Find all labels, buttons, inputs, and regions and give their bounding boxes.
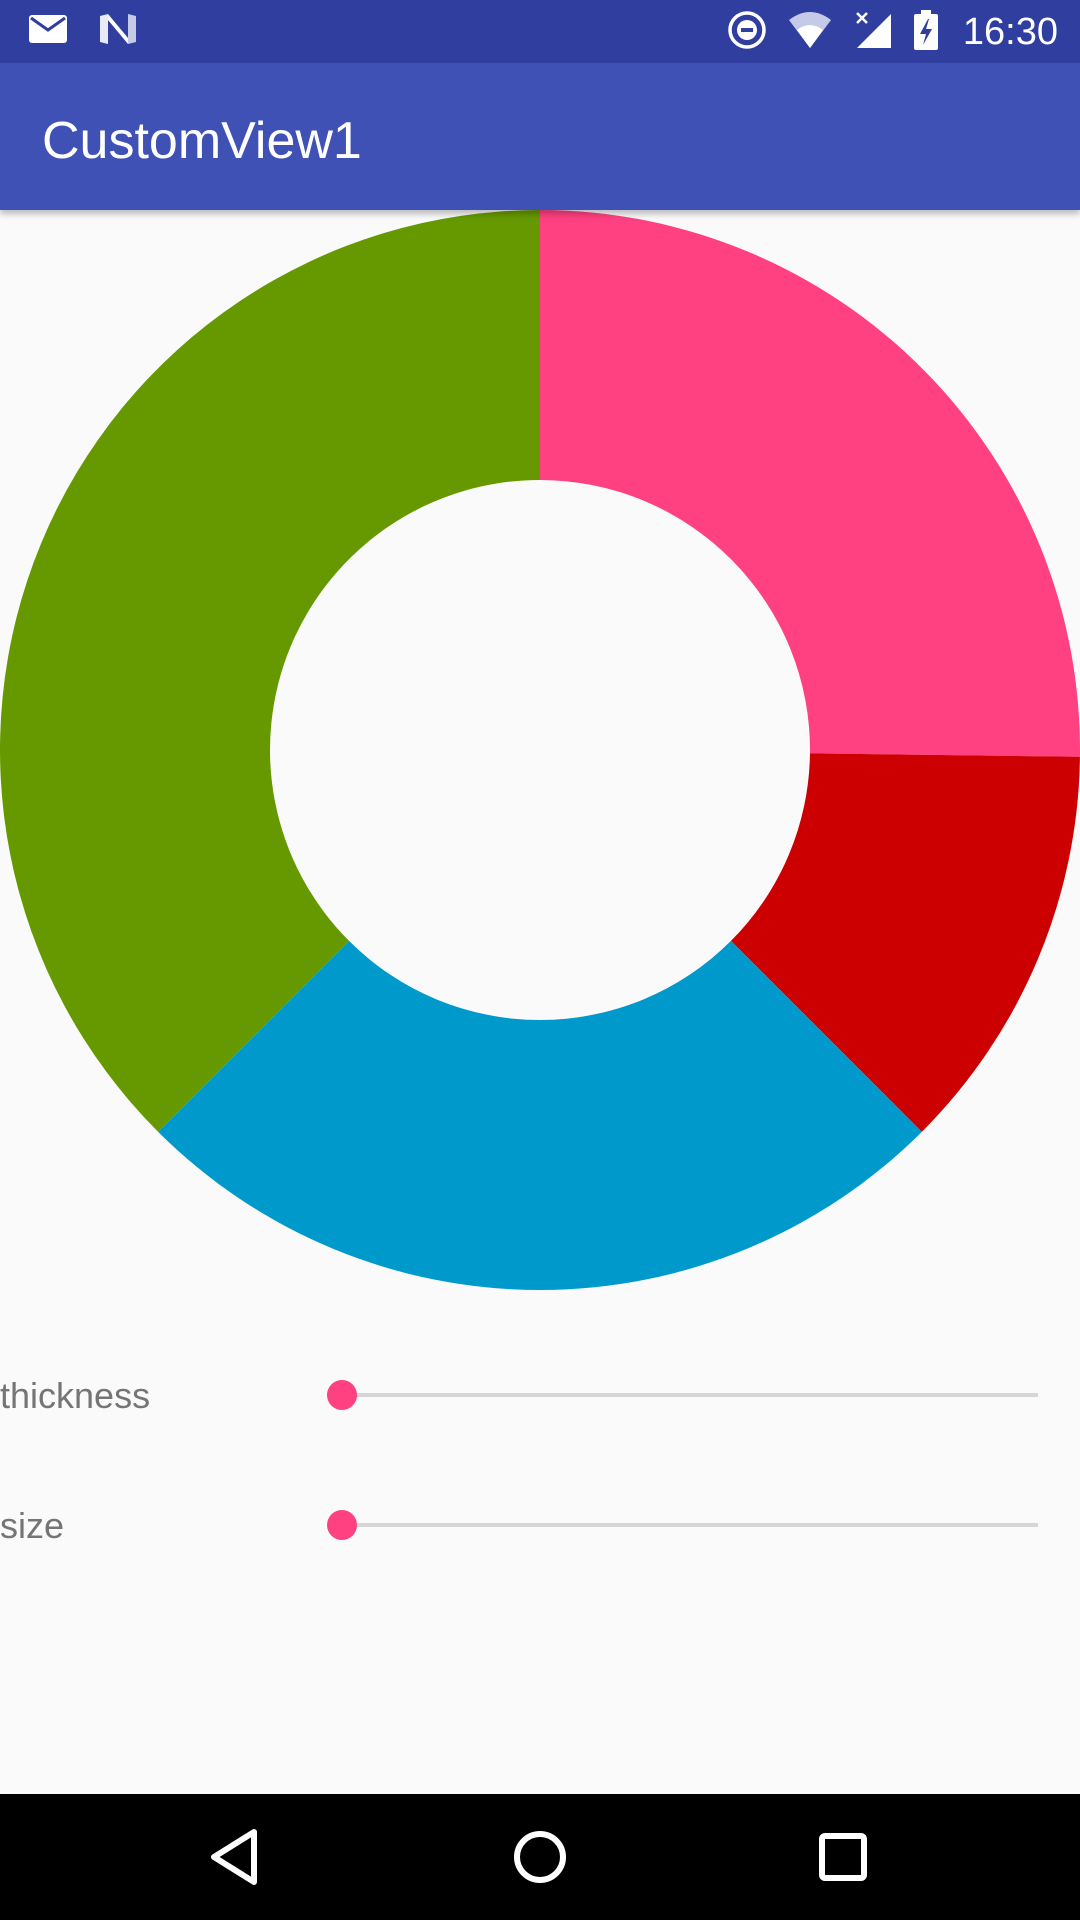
size-slider-thumb[interactable] <box>327 1510 357 1540</box>
thickness-slider-thumb[interactable] <box>327 1380 357 1410</box>
size-label: size <box>0 1505 65 1546</box>
navigation-bar <box>0 1794 1080 1920</box>
donut-slice-4 <box>0 210 540 1132</box>
size-slider-track <box>337 1523 1038 1527</box>
home-icon[interactable] <box>505 1822 575 1892</box>
content-area: thickness size <box>0 210 1080 1794</box>
status-bar: 16:30 <box>0 0 1080 63</box>
thickness-slider-track <box>337 1393 1038 1397</box>
recents-icon[interactable] <box>808 1822 878 1892</box>
app-title: CustomView1 <box>42 112 362 170</box>
donut-slice-2 <box>730 753 1080 1132</box>
battery-charging-icon <box>913 9 939 56</box>
thickness-slider[interactable] <box>327 1355 1038 1435</box>
mail-icon <box>28 14 68 49</box>
cell-signal-no-data-icon <box>853 10 893 55</box>
status-clock: 16:30 <box>962 11 1058 53</box>
thickness-row: thickness <box>0 1355 1080 1435</box>
back-icon[interactable] <box>202 1822 272 1892</box>
donut-slice-3 <box>158 940 922 1290</box>
donut-chart <box>0 210 1080 1290</box>
wifi-icon <box>787 10 833 55</box>
n-logo-icon <box>98 12 138 51</box>
thickness-label: thickness <box>0 1375 151 1416</box>
app-bar: CustomView1 <box>0 63 1080 210</box>
size-row: size <box>0 1485 1080 1565</box>
donut-slice-1 <box>540 210 1080 757</box>
size-slider[interactable] <box>327 1485 1038 1565</box>
do-not-disturb-icon <box>727 10 767 55</box>
